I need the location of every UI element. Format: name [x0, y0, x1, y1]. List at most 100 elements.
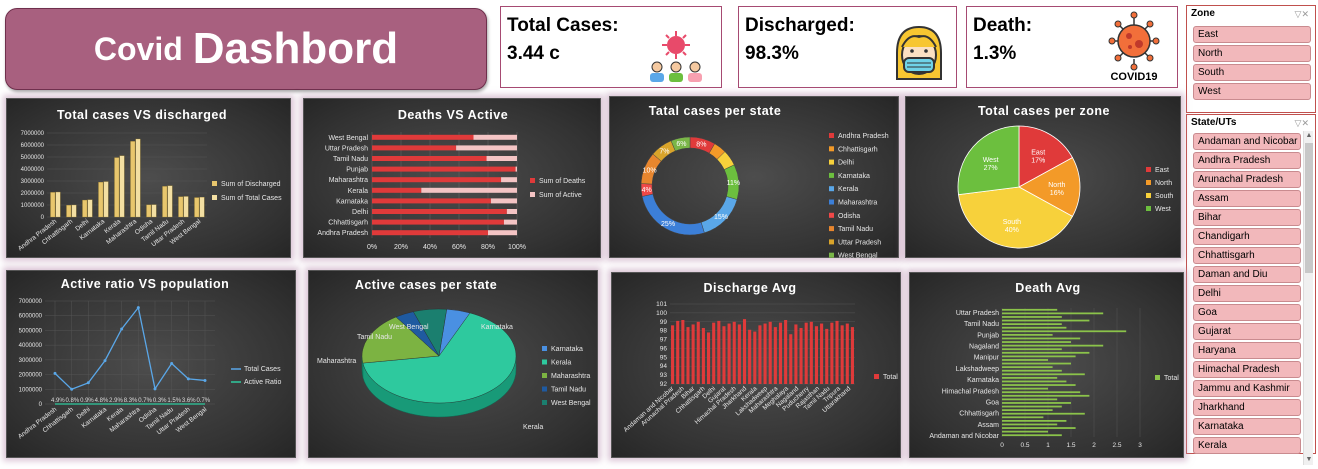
tick-label: Uttar Pradesh	[325, 145, 368, 152]
slicer-scrollbar[interactable]: ▲ ▼	[1303, 131, 1313, 465]
legend-key	[829, 133, 834, 138]
tick-label: Himachal Pradesh	[942, 388, 999, 395]
bar	[372, 219, 504, 225]
tick-label: 11%	[727, 180, 741, 187]
legend-key	[829, 239, 834, 245]
state-slicer-item[interactable]: Kerala	[1193, 437, 1301, 454]
tick-label: 4.9%	[51, 398, 65, 404]
legend-key	[542, 400, 547, 405]
zone-slicer-item[interactable]: South	[1193, 64, 1311, 81]
tick-label: Punjab	[977, 332, 999, 339]
state-slicer-item[interactable]: Himachal Pradesh	[1193, 361, 1301, 378]
bar	[1002, 337, 1081, 340]
bar	[1002, 359, 1048, 361]
bar	[114, 157, 120, 218]
bar	[701, 328, 705, 384]
bar	[1002, 333, 1053, 336]
legend-label: Tamil Nadu	[551, 387, 586, 394]
tick-label: 7000000	[21, 131, 45, 137]
tick-label: Maharashtra	[317, 358, 356, 365]
bar	[1002, 394, 1090, 397]
bar	[758, 325, 762, 384]
tick-label: 3	[1138, 442, 1142, 449]
bar	[768, 321, 772, 384]
bar	[87, 199, 93, 218]
bar	[1002, 427, 1076, 429]
tick-label: Andaman and Nicobar	[623, 385, 676, 434]
bar	[773, 327, 777, 384]
tick-label: 100	[656, 310, 667, 317]
scroll-thumb[interactable]	[1305, 143, 1313, 273]
bar	[840, 325, 844, 384]
state-slicer-item[interactable]: Gujarat	[1193, 323, 1301, 340]
bar	[1002, 330, 1127, 333]
zone-slicer-item[interactable]: East	[1193, 26, 1311, 43]
bar	[488, 230, 517, 236]
bar	[748, 329, 752, 384]
tick-label: 93	[660, 372, 668, 379]
state-slicer-item[interactable]: Haryana	[1193, 342, 1301, 359]
bar	[830, 322, 834, 384]
state-slicer-item[interactable]: Goa	[1193, 304, 1301, 321]
tick-label: 7000000	[19, 299, 43, 305]
zone-slicer-item[interactable]: North	[1193, 45, 1311, 62]
tick-label: 7%	[659, 148, 669, 155]
tick-label: 2.9%	[109, 398, 123, 404]
bar	[1002, 423, 1058, 426]
masked-person-icon	[896, 25, 942, 80]
legend-label: Sum of Discharged	[221, 181, 281, 188]
tick-label: Chhattisgarh	[328, 220, 368, 227]
legend-label: Tamil Nadu	[838, 226, 873, 233]
legend-key	[829, 199, 834, 205]
title-word-2: Dashbord	[192, 24, 399, 73]
scroll-down-icon[interactable]: ▼	[1305, 456, 1313, 463]
tick-label: Manipur	[974, 355, 1000, 362]
tick-label: 0	[1000, 442, 1004, 449]
tick-label: Kerala	[348, 188, 368, 195]
bar	[372, 230, 488, 236]
bar	[722, 326, 726, 384]
bar	[789, 334, 793, 384]
tick-label: West Bengal	[328, 135, 368, 142]
chart-title: Discharge Avg	[703, 281, 796, 295]
state-slicer-item[interactable]: Jammu and Kashmir	[1193, 380, 1301, 397]
bar	[55, 191, 61, 218]
bar	[1002, 308, 1058, 311]
state-slicer-item[interactable]: Bihar	[1193, 209, 1301, 226]
bar	[372, 209, 507, 214]
state-slicer-item[interactable]: Arunachal Pradesh	[1193, 171, 1301, 188]
legend-label: Total	[883, 374, 898, 381]
state-slicer-item[interactable]: Karnataka	[1193, 418, 1301, 435]
state-slicer-item[interactable]: Assam	[1193, 190, 1301, 207]
legend-label: North	[1155, 180, 1172, 187]
state-slicer-item[interactable]: Daman and Diu	[1193, 266, 1301, 283]
state-slicer: State/UTs ▽✕ Andaman and Nicobar Andhra P…	[1186, 114, 1316, 465]
tick-label: 1000000	[21, 203, 45, 209]
tick-label: 92	[660, 381, 668, 388]
legend-key	[829, 172, 834, 178]
clear-filter-icon[interactable]: ▽✕	[1294, 118, 1309, 128]
state-slicer-item[interactable]: Chandigarh	[1193, 228, 1301, 245]
state-slicer-item[interactable]: Jharkhand	[1193, 399, 1301, 416]
state-slicer-item[interactable]: Andaman and Nicobar	[1193, 133, 1301, 150]
tick-label: 16%	[1050, 190, 1064, 197]
bar	[804, 322, 808, 384]
state-slicer-item[interactable]: Chhattisgarh	[1193, 247, 1301, 264]
tick-label: 0.9%	[80, 398, 94, 404]
scroll-up-icon[interactable]: ▲	[1305, 132, 1313, 139]
tick-label: 60%	[452, 244, 466, 251]
tick-label: 3.6%	[182, 398, 196, 404]
state-slicer-item[interactable]: Andhra Pradesh	[1193, 152, 1301, 169]
bar	[1002, 373, 1085, 376]
tick-label: 5000000	[19, 328, 43, 334]
tick-label: Tamil Nadu	[964, 321, 999, 328]
legend-key	[542, 373, 547, 378]
clear-filter-icon[interactable]: ▽✕	[1294, 9, 1309, 19]
tick-label: Lakshadweep	[956, 366, 999, 373]
tick-label: 1.5	[1066, 442, 1075, 449]
state-slicer-item[interactable]: Delhi	[1193, 285, 1301, 302]
zone-slicer-item[interactable]: West	[1193, 83, 1311, 100]
legend-key	[829, 212, 834, 218]
bar	[1002, 316, 1062, 318]
bar	[712, 322, 716, 384]
